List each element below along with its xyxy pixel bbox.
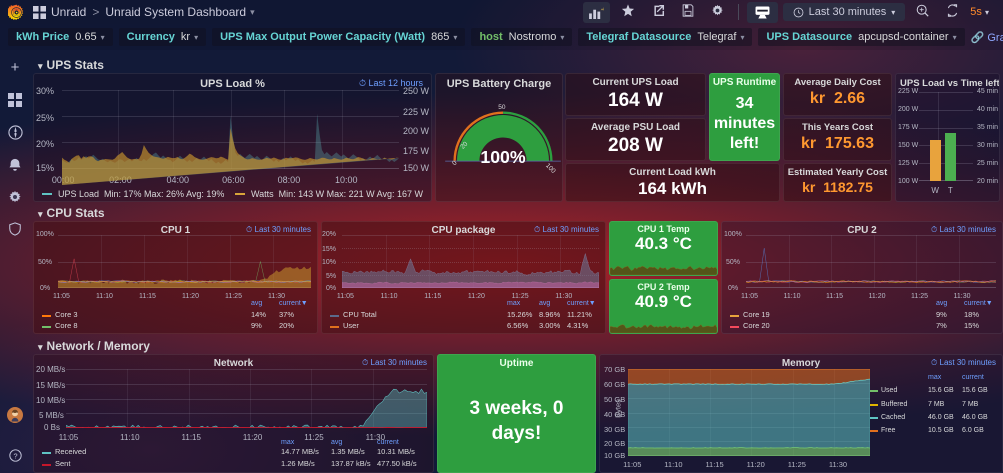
svg-text:?: ?: [13, 451, 17, 460]
svg-text:100: 100: [544, 162, 557, 175]
svg-text:50: 50: [498, 104, 506, 111]
svg-text:100%: 100%: [480, 147, 526, 167]
